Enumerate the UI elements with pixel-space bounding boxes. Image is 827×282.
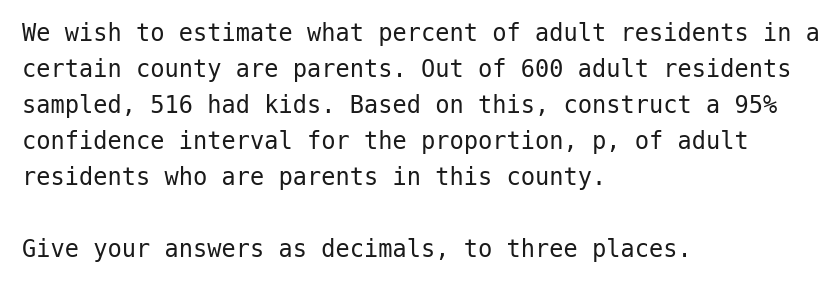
- Text: residents who are parents in this county.: residents who are parents in this county…: [22, 166, 605, 190]
- Text: We wish to estimate what percent of adult residents in a: We wish to estimate what percent of adul…: [22, 22, 819, 46]
- Text: sampled, 516 had kids. Based on this, construct a 95%: sampled, 516 had kids. Based on this, co…: [22, 94, 777, 118]
- Text: Give your answers as decimals, to three places.: Give your answers as decimals, to three …: [22, 238, 691, 262]
- Text: certain county are parents. Out of 600 adult residents: certain county are parents. Out of 600 a…: [22, 58, 791, 82]
- Text: confidence interval for the proportion, p, of adult: confidence interval for the proportion, …: [22, 130, 748, 154]
